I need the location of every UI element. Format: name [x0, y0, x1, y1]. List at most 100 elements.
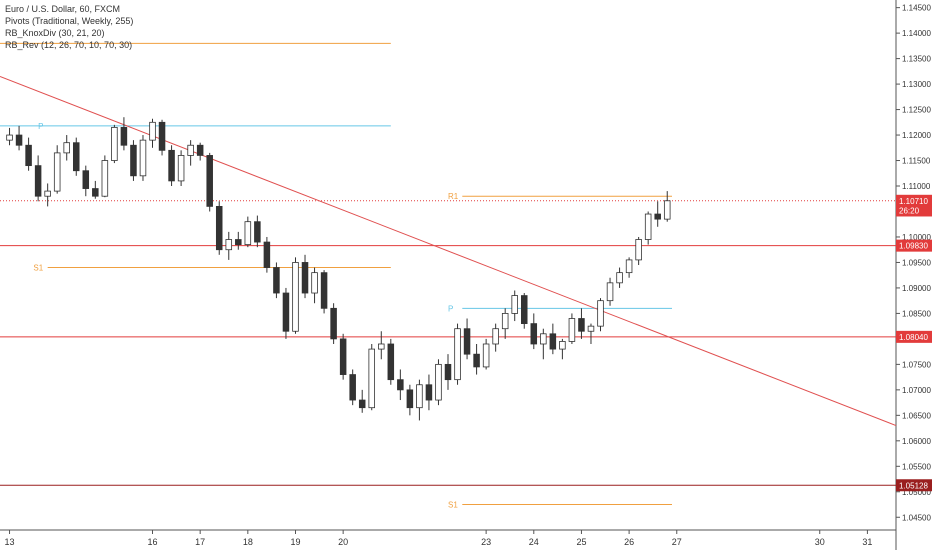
candle-body: [63, 142, 70, 154]
pivot-level-label: S1: [448, 501, 458, 510]
y-tick-label: 1.11000: [902, 182, 931, 191]
candle-body: [663, 200, 671, 220]
pivot-level-label: P: [38, 122, 43, 131]
y-tick-label: 1.05500: [902, 462, 931, 471]
y-tick-label: 1.09500: [902, 258, 931, 267]
candle-body: [397, 379, 404, 391]
candle-body: [473, 353, 480, 368]
candle-body: [6, 134, 13, 141]
y-tick-label: 1.12500: [902, 106, 931, 115]
x-tick-label: 24: [529, 537, 539, 547]
candle-body: [511, 295, 518, 314]
y-tick-label: 1.13500: [902, 55, 931, 64]
candle-body: [492, 328, 499, 345]
x-tick-label: 18: [243, 537, 253, 547]
candle-body: [139, 139, 147, 177]
candle-body: [435, 363, 442, 401]
candle-body: [549, 333, 557, 350]
candle-body: [387, 343, 395, 381]
y-tick-label: 1.12000: [902, 131, 931, 140]
candle-body: [177, 155, 185, 182]
candle-body: [158, 121, 166, 151]
candle-body: [282, 292, 290, 332]
price-tag-label: 1.09830: [899, 242, 928, 251]
y-tick-label: 1.14000: [902, 29, 931, 38]
x-tick-label: 23: [481, 537, 491, 547]
pivot-level-label: S1: [33, 264, 43, 273]
price-tag: [896, 239, 932, 252]
candle-body: [339, 338, 347, 375]
candle-body: [215, 205, 223, 251]
candle-body: [559, 341, 566, 350]
x-tick-label: 17: [195, 537, 205, 547]
legend-rev: RB_Rev (12, 26, 70, 10, 70, 30): [5, 40, 133, 50]
candle-body: [568, 318, 576, 342]
y-tick-label: 1.07000: [902, 386, 931, 395]
candle-body: [597, 300, 604, 327]
y-tick-label: 1.06500: [902, 411, 931, 420]
candle-body: [540, 333, 547, 345]
candle-body: [235, 239, 242, 246]
candle-body: [587, 325, 595, 332]
y-tick-label: 1.06000: [902, 437, 931, 446]
candle-body: [463, 328, 471, 355]
candle-body: [187, 144, 194, 156]
candle-body: [320, 272, 328, 309]
candle-body: [520, 295, 528, 325]
y-tick-label: 1.08500: [902, 309, 931, 318]
price-tag-label: 26:20: [899, 206, 920, 215]
price-tag: [896, 194, 932, 207]
x-tick-label: 27: [672, 537, 682, 547]
candle-body: [53, 152, 61, 192]
y-tick-label: 1.04500: [902, 513, 931, 522]
price-tag: [896, 330, 932, 343]
x-tick-label: 20: [338, 537, 348, 547]
candle-body: [644, 213, 652, 240]
candle-body: [482, 343, 490, 368]
candle-body: [406, 389, 414, 409]
candle-body: [101, 160, 109, 197]
candle-body: [34, 165, 42, 197]
candle-body: [120, 127, 128, 146]
candle-body: [15, 134, 23, 146]
candle-body: [625, 259, 633, 274]
price-tag-label: 1.08040: [899, 333, 928, 342]
x-tick-label: 13: [5, 537, 15, 547]
x-tick-label: 30: [815, 537, 825, 547]
y-tick-label: 1.10000: [902, 233, 931, 242]
candle-body: [501, 313, 509, 330]
candle-body: [301, 262, 309, 294]
candle-body: [92, 188, 99, 197]
candle-body: [292, 262, 299, 332]
candle-body: [25, 144, 32, 167]
y-tick-label: 1.09000: [902, 284, 931, 293]
y-tick-label: 1.13000: [902, 80, 931, 89]
candle-body: [311, 272, 318, 294]
legend-knoxdiv: RB_KnoxDiv (30, 21, 20): [5, 28, 105, 38]
candle-body: [654, 213, 661, 220]
candle-body: [368, 348, 376, 409]
candle-body: [330, 307, 337, 340]
candle-body: [606, 282, 614, 302]
candle-body: [616, 272, 623, 284]
y-tick-label: 1.11500: [902, 157, 931, 166]
y-tick-label: 1.05000: [902, 488, 931, 497]
candle-body: [254, 221, 261, 243]
candle-body: [111, 127, 118, 161]
x-tick-label: 31: [862, 537, 872, 547]
price-tag-label: 1.05128: [899, 481, 928, 490]
x-tick-label: 25: [576, 537, 586, 547]
price-tag: [896, 204, 932, 217]
legend-title: Euro / U.S. Dollar, 60, FXCM: [5, 4, 121, 14]
candle-body: [82, 170, 90, 189]
pivot-level-label: R1: [448, 192, 459, 201]
pivot-level-label: P: [448, 304, 453, 313]
y-tick-label: 1.07500: [902, 360, 931, 369]
candle-body: [206, 155, 213, 207]
candle-body: [244, 221, 252, 246]
candle-body: [425, 384, 433, 401]
candle-body: [273, 267, 280, 294]
candle-body: [130, 144, 137, 177]
